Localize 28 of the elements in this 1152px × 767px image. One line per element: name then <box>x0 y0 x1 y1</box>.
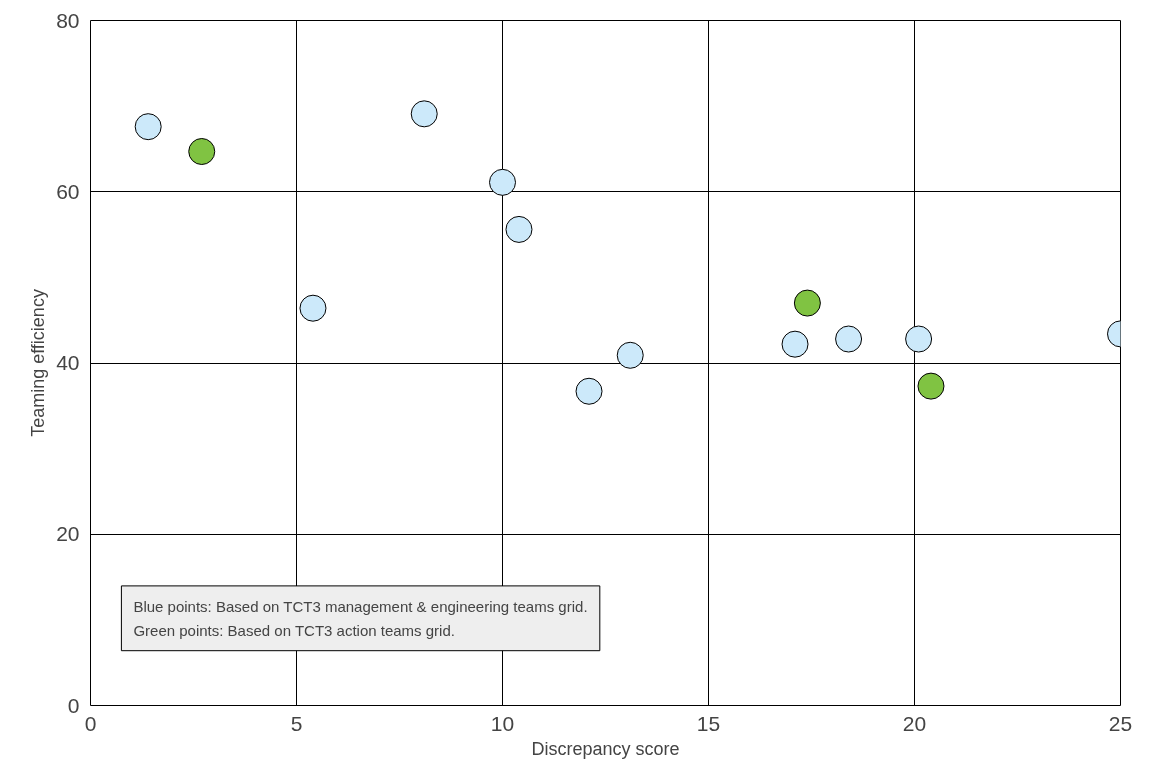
point <box>616 341 644 369</box>
y-axis-title: Teaming efficiency <box>28 289 49 437</box>
point <box>917 372 945 400</box>
point <box>575 377 603 405</box>
point <box>410 100 438 128</box>
x-tick-label: 15 <box>696 711 721 735</box>
x-tick-label: 10 <box>490 711 515 735</box>
y-tick-label: 40 <box>56 351 80 374</box>
x-tick-label: 20 <box>902 711 927 735</box>
y-tick-label: 80 <box>56 8 80 32</box>
x-tick-label: 5 <box>290 711 303 735</box>
point <box>905 325 933 353</box>
point <box>781 330 809 358</box>
point <box>489 168 516 196</box>
y-tick-label: 20 <box>56 522 80 546</box>
point <box>505 215 533 243</box>
x-tick-label: 25 <box>1108 711 1133 735</box>
x-axis-title: Discrepancy score <box>531 738 680 759</box>
annotation: Blue points: Based on TCT3 management & engineering teams grid. <box>133 597 588 615</box>
y-tick-label: 0 <box>67 693 80 717</box>
point <box>134 113 162 141</box>
point <box>793 289 821 317</box>
y-tick-label: 60 <box>56 179 80 203</box>
annotation: Green points: Based on TCT3 action teams grid. <box>133 621 455 639</box>
point <box>299 294 327 322</box>
x-tick-label: 0 <box>84 711 97 735</box>
point <box>835 325 863 353</box>
point <box>188 138 216 165</box>
